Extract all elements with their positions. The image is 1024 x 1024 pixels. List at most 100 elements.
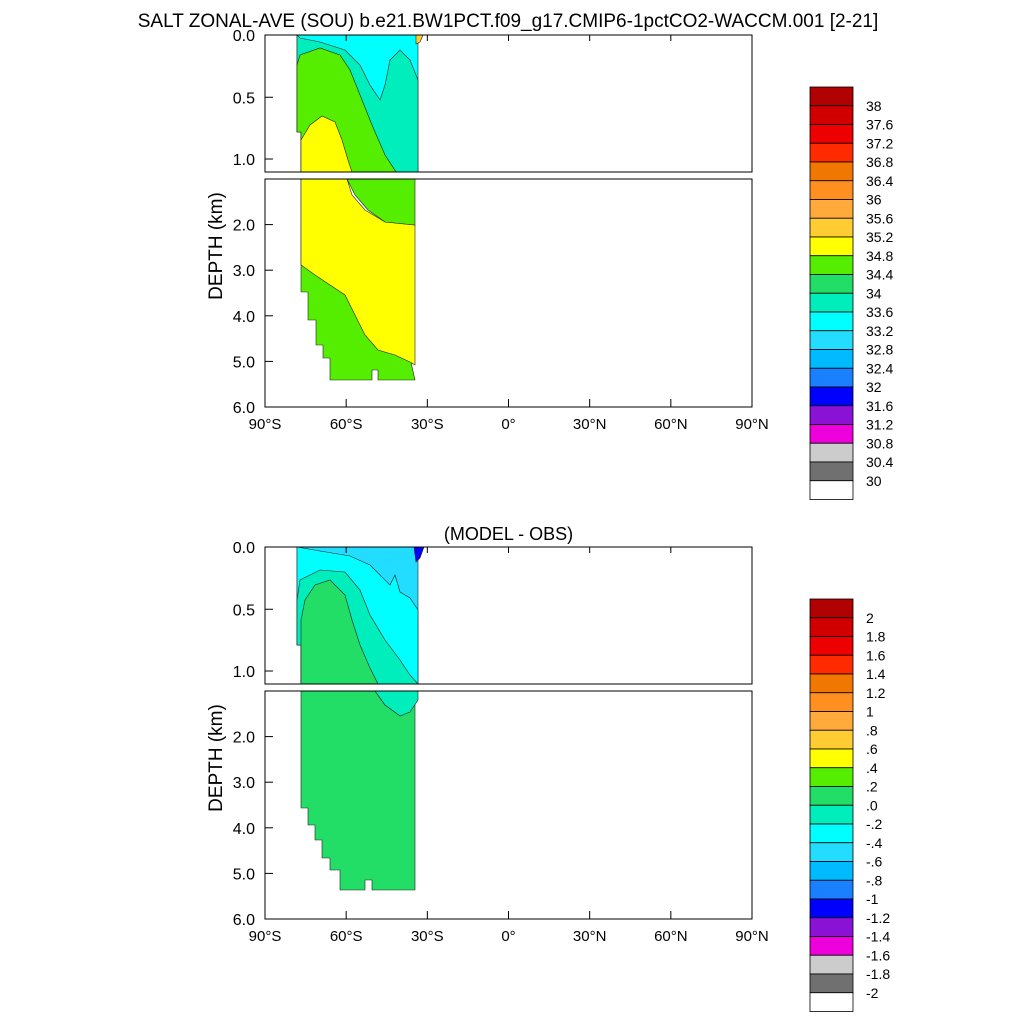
y-axis-label: DEPTH (km)	[206, 192, 227, 300]
contour-region	[413, 546, 425, 563]
colorbar-label: -2	[866, 985, 879, 1001]
colorbar-swatch	[809, 424, 854, 444]
colorbar-swatch	[809, 992, 854, 1012]
contour-field	[296, 546, 425, 891]
colorbar-swatch	[809, 274, 854, 294]
contour-field	[296, 34, 424, 381]
colorbar-label: 34.8	[866, 248, 893, 264]
colorbar-swatch	[809, 105, 854, 125]
y-tick-label: 0.5	[233, 602, 255, 619]
colorbar-swatch	[809, 367, 854, 388]
colorbar: 21.81.61.41.21.8.6.4.2.0-.2-.4-.6-.8-1-1…	[809, 598, 890, 1012]
colorbar-swatch	[809, 861, 854, 881]
colorbar-swatch	[809, 842, 854, 862]
colorbar-swatch	[809, 199, 854, 219]
colorbar-label: 1.2	[866, 685, 886, 701]
colorbar-swatch	[809, 330, 854, 350]
colorbar-swatch	[809, 349, 854, 369]
colorbar-label: -1.8	[866, 966, 890, 982]
colorbar-label: 38	[866, 98, 882, 114]
y-axis-label: DEPTH (km)	[206, 704, 227, 812]
colorbar-label: 2	[866, 610, 874, 626]
colorbar-swatch	[809, 692, 854, 712]
colorbar-swatch	[809, 236, 854, 257]
colorbar-label: 33.6	[866, 304, 893, 320]
colorbar-swatch	[809, 292, 854, 313]
x-tick-label: 60°N	[654, 928, 688, 945]
x-tick-label: 0°	[501, 416, 515, 433]
colorbar-label: 34.4	[866, 267, 893, 283]
colorbar-label: 33.2	[866, 323, 893, 339]
colorbar-label: -1	[866, 891, 879, 907]
colorbar-label: 31.2	[866, 417, 893, 433]
colorbar-swatch	[809, 480, 854, 500]
y-tick-label: 1.0	[233, 664, 255, 681]
colorbar-label: 35.2	[866, 229, 893, 245]
figure-title: SALT ZONAL-AVE (SOU) b.e21.BW1PCT.f09_g1…	[138, 11, 879, 32]
colorbar-label: -1.6	[866, 947, 890, 963]
y-tick-label: 2.0	[233, 730, 255, 747]
x-tick-label: 0°	[501, 928, 515, 945]
colorbar-label: 30.8	[866, 435, 893, 451]
colorbar-label: 1.6	[866, 647, 886, 663]
contour-region	[415, 34, 424, 45]
y-tick-label: 3.0	[233, 263, 255, 280]
colorbar-label: 37.6	[866, 117, 893, 133]
colorbar-swatch	[809, 729, 854, 750]
x-tick-label: 90°N	[735, 928, 769, 945]
y-tick-label: 0.0	[233, 540, 255, 557]
colorbar-swatch	[809, 161, 854, 182]
y-tick-label: 5.0	[233, 866, 255, 883]
colorbar-swatch	[809, 954, 854, 975]
colorbar-label: 34	[866, 285, 882, 301]
colorbar-swatch	[809, 217, 854, 238]
colorbar-label: 1.8	[866, 629, 886, 645]
colorbar-swatch	[809, 711, 854, 731]
colorbar-swatch	[809, 142, 854, 163]
colorbar-label: .4	[866, 760, 878, 776]
colorbar: 38 37.6 37.2 36.8 36.4 36 35.6 35.2 34.8 34.4 34 33…	[809, 86, 893, 500]
colorbar-swatch	[809, 442, 854, 463]
colorbar-swatch	[809, 461, 854, 482]
y-tick-label: 5.0	[233, 354, 255, 371]
colorbar-swatch	[809, 405, 854, 425]
x-tick-label: 30°N	[573, 928, 607, 945]
colorbar-swatch	[809, 786, 854, 806]
colorbar-swatch	[809, 124, 854, 144]
colorbar-swatch	[809, 936, 854, 956]
colorbar-swatch	[809, 180, 854, 200]
y-tick-label: 0.0	[233, 28, 255, 45]
colorbar-swatch	[809, 598, 854, 619]
contour-region	[300, 178, 416, 366]
y-tick-label: 2.0	[233, 218, 255, 235]
colorbar-label: -1.4	[866, 929, 890, 945]
panel-1: DEPTH (km) 0.0 0.5 1.0 2.0 3.0 4.0 5.0 6.090°S 60…	[206, 28, 893, 500]
colorbar-swatch	[809, 973, 854, 994]
colorbar-label: 32	[866, 379, 882, 395]
colorbar-label: 35.6	[866, 210, 893, 226]
y-tick-label: 3.0	[233, 775, 255, 792]
colorbar-label: 31.6	[866, 398, 893, 414]
colorbar-label: 37.2	[866, 135, 893, 151]
colorbar-swatch	[809, 879, 854, 900]
panels: DEPTH (km)0.00.51.02.03.04.05.06.090°S 60…	[206, 28, 893, 1012]
colorbar-label: 36.8	[866, 154, 893, 170]
colorbar-label: 32.8	[866, 342, 893, 358]
colorbar-swatch	[809, 654, 854, 675]
x-tick-label: 30°S	[411, 416, 444, 433]
x-tick-label: 90°S	[249, 928, 282, 945]
colorbar-label: .2	[866, 779, 878, 795]
x-tick-label: 90°S	[249, 416, 282, 433]
colorbar-swatch	[809, 86, 854, 107]
x-tick-label: 90°N	[735, 416, 769, 433]
colorbar-label: 36.4	[866, 173, 893, 189]
x-tick-label: 30°N	[573, 416, 607, 433]
contour-region	[300, 690, 416, 891]
colorbar-label: .8	[866, 722, 878, 738]
y-tick-label: 6.0	[233, 912, 255, 929]
panel-title: (MODEL - OBS)	[444, 524, 573, 544]
colorbar-label: -.6	[866, 854, 883, 870]
y-tick-label: 4.0	[233, 309, 255, 326]
colorbar-label: 1.4	[866, 666, 886, 682]
